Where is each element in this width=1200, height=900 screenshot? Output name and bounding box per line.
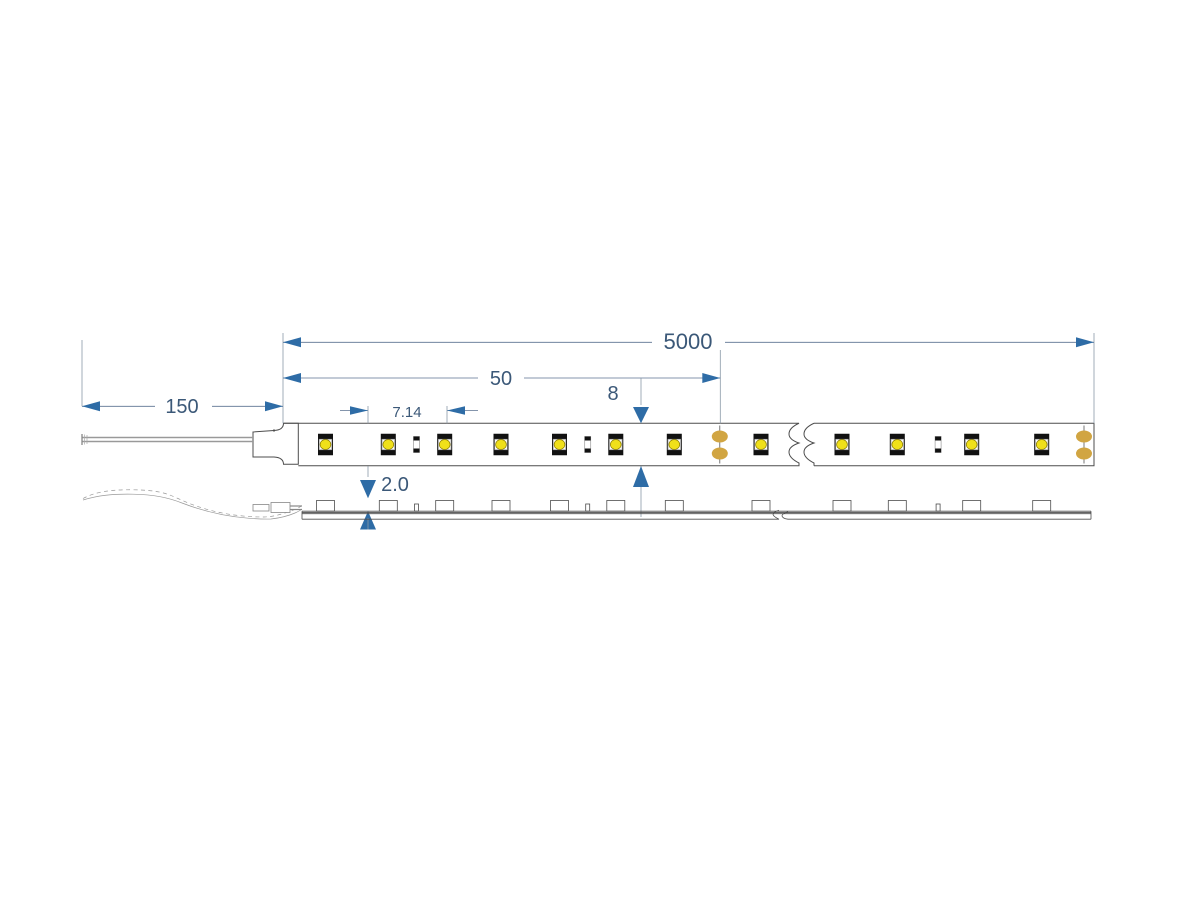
svg-text:2.0: 2.0 [381,474,409,496]
svg-text:150: 150 [165,396,198,418]
svg-text:8: 8 [607,383,618,405]
svg-text:5000: 5000 [664,329,713,354]
svg-text:7.14: 7.14 [392,404,421,421]
svg-text:50: 50 [490,368,512,390]
